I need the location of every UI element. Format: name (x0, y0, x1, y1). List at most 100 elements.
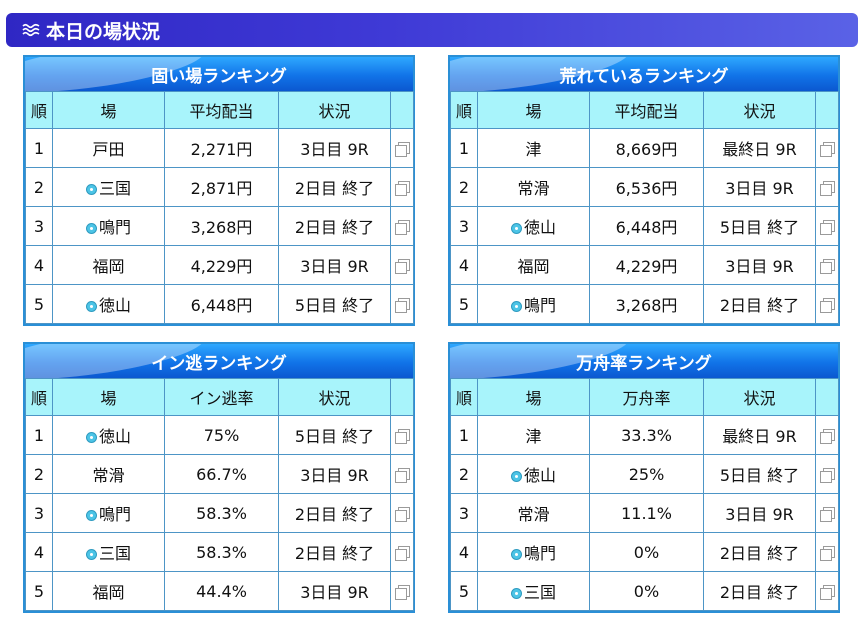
venue-cell[interactable]: 徳山 (477, 206, 590, 246)
copy-cell[interactable] (390, 284, 414, 324)
venue-cell[interactable]: 戸田 (52, 128, 165, 168)
copy-icon[interactable] (820, 585, 835, 600)
venue-name[interactable]: 三国 (523, 583, 556, 602)
copy-icon[interactable] (820, 298, 835, 313)
venue-cell[interactable]: 鳴門 (477, 284, 590, 324)
rank-cell: 5 (25, 284, 53, 324)
value-cell: 6,448円 (589, 206, 704, 246)
copy-cell[interactable] (390, 206, 414, 246)
copy-cell[interactable] (815, 454, 839, 494)
venue-cell[interactable]: 常滑 (477, 493, 590, 533)
copy-icon[interactable] (820, 507, 835, 522)
venue-cell[interactable]: 三国 (477, 571, 590, 611)
value-cell: 0% (589, 571, 704, 611)
venue-name[interactable]: 常滑 (517, 179, 550, 198)
copy-icon[interactable] (395, 259, 410, 274)
copy-cell[interactable] (815, 245, 839, 285)
venue-cell[interactable]: 徳山 (52, 284, 165, 324)
venue-name[interactable]: 福岡 (517, 257, 550, 276)
copy-icon[interactable] (820, 546, 835, 561)
copy-cell[interactable] (390, 571, 414, 611)
venue-cell[interactable]: 三国 (52, 167, 165, 207)
copy-icon[interactable] (820, 259, 835, 274)
panel-rough-venues: 荒れているランキング 順場平均配当 状況 1 津 8,669円 最終日 9R 2 常滑 6,53… (448, 55, 840, 326)
venue-name[interactable]: 福岡 (92, 583, 125, 602)
copy-icon[interactable] (820, 429, 835, 444)
venue-name[interactable]: 三国 (98, 179, 131, 198)
venue-cell[interactable]: 鳴門 (52, 493, 165, 533)
copy-icon[interactable] (395, 298, 410, 313)
venue-name[interactable]: 三国 (98, 544, 131, 563)
venue-name[interactable]: 鳴門 (523, 296, 556, 315)
copy-cell[interactable] (815, 284, 839, 324)
panel-title-text: 万舟率ランキング (576, 353, 712, 374)
venue-name[interactable]: 徳山 (98, 427, 131, 446)
venue-cell[interactable]: 津 (477, 415, 590, 455)
copy-icon[interactable] (820, 142, 835, 157)
status-cell: 3日目 9R (278, 245, 391, 285)
copy-cell[interactable] (390, 454, 414, 494)
copy-cell[interactable] (815, 167, 839, 207)
venue-cell[interactable]: 三国 (52, 532, 165, 572)
copy-cell[interactable] (390, 532, 414, 572)
venue-name[interactable]: 鳴門 (523, 544, 556, 563)
table-row: 2 三国 2,871円 2日目 終了 (25, 167, 414, 207)
table-row: 2 徳山 25% 5日目 終了 (450, 454, 839, 494)
copy-icon[interactable] (820, 220, 835, 235)
copy-cell[interactable] (815, 415, 839, 455)
venue-cell[interactable]: 福岡 (52, 571, 165, 611)
copy-icon[interactable] (395, 468, 410, 483)
header-rank: 順 (450, 378, 478, 416)
venue-badge-icon (85, 184, 97, 195)
panel-title: 荒れているランキング (450, 57, 838, 91)
venue-name[interactable]: 常滑 (92, 466, 125, 485)
table-header-row: 順場平均配当 状況 (450, 91, 839, 129)
venue-name[interactable]: 福岡 (92, 257, 125, 276)
copy-icon[interactable] (395, 142, 410, 157)
venue-name[interactable]: 津 (525, 140, 542, 159)
header-value: 万舟率 (589, 378, 704, 416)
venue-cell[interactable]: 常滑 (52, 454, 165, 494)
copy-cell[interactable] (390, 245, 414, 285)
copy-icon[interactable] (395, 220, 410, 235)
table-header-row: 順場万舟率 状況 (450, 378, 839, 416)
venue-name[interactable]: 戸田 (92, 140, 125, 159)
venue-cell[interactable]: 徳山 (52, 415, 165, 455)
venue-name[interactable]: 常滑 (517, 505, 550, 524)
rank-cell: 5 (450, 284, 478, 324)
panel-manshu-rate: 万舟率ランキング 順場万舟率 状況 1 津 33.3% 最終日 9R 2 徳山 25% 5日目 終… (448, 342, 840, 613)
venue-name[interactable]: 鳴門 (98, 218, 131, 237)
venue-name[interactable]: 津 (525, 427, 542, 446)
venue-name[interactable]: 徳山 (523, 218, 556, 237)
copy-icon[interactable] (820, 181, 835, 196)
venue-cell[interactable]: 福岡 (477, 245, 590, 285)
venue-cell[interactable]: 鳴門 (52, 206, 165, 246)
copy-icon[interactable] (395, 181, 410, 196)
venue-cell[interactable]: 鳴門 (477, 532, 590, 572)
header-spacer (815, 378, 839, 416)
value-cell: 58.3% (164, 493, 279, 533)
venue-name[interactable]: 徳山 (98, 296, 131, 315)
copy-icon[interactable] (395, 546, 410, 561)
venue-cell[interactable]: 常滑 (477, 167, 590, 207)
table-row: 5 徳山 6,448円 5日目 終了 (25, 284, 414, 324)
copy-cell[interactable] (390, 128, 414, 168)
venue-cell[interactable]: 津 (477, 128, 590, 168)
venue-cell[interactable]: 福岡 (52, 245, 165, 285)
value-cell: 2,271円 (164, 128, 279, 168)
copy-cell[interactable] (815, 571, 839, 611)
venue-name[interactable]: 鳴門 (98, 505, 131, 524)
copy-cell[interactable] (390, 493, 414, 533)
copy-cell[interactable] (815, 128, 839, 168)
venue-name[interactable]: 徳山 (523, 466, 556, 485)
copy-cell[interactable] (815, 493, 839, 533)
copy-icon[interactable] (395, 429, 410, 444)
copy-icon[interactable] (395, 585, 410, 600)
venue-cell[interactable]: 徳山 (477, 454, 590, 494)
copy-cell[interactable] (390, 415, 414, 455)
copy-icon[interactable] (395, 507, 410, 522)
copy-cell[interactable] (815, 206, 839, 246)
copy-icon[interactable] (820, 468, 835, 483)
copy-cell[interactable] (390, 167, 414, 207)
copy-cell[interactable] (815, 532, 839, 572)
